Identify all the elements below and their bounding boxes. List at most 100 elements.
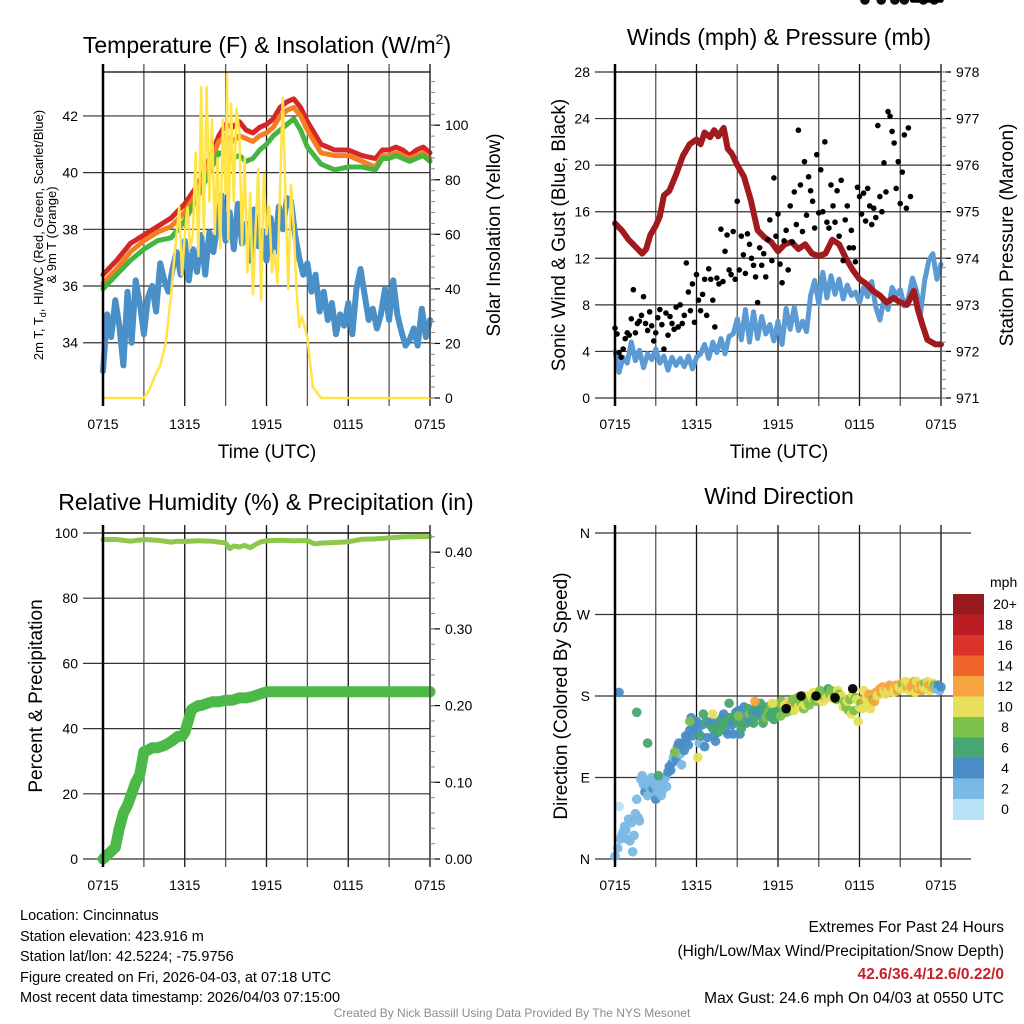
gust-point (897, 200, 904, 207)
colorbar-label: 14 (997, 658, 1013, 674)
direction-point (767, 698, 778, 709)
y2-tick-label: 973 (956, 297, 980, 313)
colorbar-label: 8 (1001, 719, 1009, 735)
direction-point (614, 801, 624, 812)
y-tick-label: S (581, 688, 590, 704)
gust-point (714, 275, 720, 281)
gust-point (685, 289, 692, 295)
x-tick-label: 0715 (925, 877, 956, 893)
x-tick-label: 0715 (414, 877, 445, 893)
gust-point (842, 217, 849, 223)
max-gust-text: Max Gust: 24.6 mph On 04/03 at 0550 UTC (704, 989, 1004, 1007)
humidity-ylabel: Percent & Precipitation (26, 599, 47, 792)
gust-point (828, 182, 834, 188)
gust-point (710, 297, 716, 304)
direction-point (860, 0, 870, 5)
direction-point (669, 747, 680, 757)
x-tick-label: 0115 (333, 416, 363, 432)
winds-panel: Winds (mph) & Pressure (mb) 0 4 8 12 16 20 24 2… (549, 0, 1018, 463)
y2-tick-label: 976 (956, 157, 980, 173)
humidity-series (97, 534, 436, 865)
gust-point (720, 278, 726, 285)
direction-point (708, 709, 718, 719)
temperature-ylabel-line1: 2m T, Td, HI/WC (Red, Green, Scarlet/Blu… (31, 110, 48, 360)
direction-point (683, 740, 694, 750)
y2-tick-label: 0.20 (445, 698, 472, 714)
gust-point (732, 276, 739, 283)
humidity-panel: Relative Humidity (%) & Precipitation (i… (26, 489, 474, 893)
y2-tick-label: 0.40 (445, 544, 472, 560)
gust-point (817, 167, 824, 173)
gust-point (693, 271, 700, 278)
gust-point (667, 313, 673, 320)
gust-point (877, 193, 883, 200)
y-tick-label: 36 (62, 278, 78, 294)
gust-point (852, 258, 859, 265)
y2-tick-label: 974 (956, 250, 980, 266)
temperature-title: Temperature (F) & Insolation (W/m2) (83, 31, 451, 58)
colorbar-label: 10 (997, 699, 1013, 715)
colorbar-swatch (953, 717, 984, 738)
x-tick-label: 0715 (414, 416, 445, 432)
y-tick-label: 40 (62, 721, 78, 737)
gust-point (677, 302, 683, 308)
direction-point (684, 716, 695, 727)
direction-point (750, 696, 760, 707)
wind-direction-ylabel: Direction (Colored By Speed) (551, 572, 572, 819)
direction-point (629, 830, 639, 841)
direction-point (627, 846, 638, 857)
gust-point (769, 257, 775, 264)
colorbar-swatch (953, 635, 984, 656)
y-tick-label: 24 (574, 111, 590, 127)
gust-point (758, 262, 765, 269)
y-tick-label: 42 (62, 108, 78, 124)
y-tick-label: 80 (62, 590, 78, 606)
direction-point (890, 0, 900, 5)
gust-point (652, 330, 659, 336)
gust-point (854, 184, 861, 191)
y2-tick-label: 972 (956, 343, 980, 359)
temperature-xlabel: Time (UTC) (218, 442, 317, 463)
gust-point (618, 354, 624, 361)
gust-point (626, 332, 633, 338)
direction-point (631, 794, 642, 805)
gust-point (748, 255, 755, 262)
x-tick-label: 1915 (762, 877, 793, 893)
gust-point (646, 309, 653, 315)
gust-point (883, 189, 889, 195)
colorbar-swatch (953, 614, 984, 636)
winds-series (612, 0, 944, 375)
winds-ylabel: Sonic Wind & Gust (Blue, Black) (549, 99, 570, 371)
gust-point (777, 261, 783, 267)
gust-point (838, 177, 844, 184)
gust-point (760, 250, 767, 257)
gust-point (866, 203, 873, 209)
insolation-y2label: Solar Insolation (Yellow) (484, 133, 505, 336)
gust-point (907, 193, 914, 200)
gust-point (734, 198, 741, 205)
humidity-x-ticks: 0715 1315 1915 0115 0715 (87, 877, 445, 893)
gust-point (744, 231, 751, 237)
created-text: Figure created on Fri, 2026-04-03, at 07… (20, 969, 332, 986)
y2-tick-label: 971 (956, 390, 980, 406)
gust-point (813, 151, 820, 158)
gust-point (781, 238, 787, 244)
y2-tick-label: 0.00 (445, 851, 472, 867)
gust-point (712, 324, 718, 330)
gust-point (850, 245, 857, 251)
direction-point (699, 741, 710, 752)
gust-point (858, 211, 865, 217)
colorbar-title: mph (990, 574, 1017, 590)
x-tick-label: 1315 (681, 877, 712, 893)
gust-point (724, 232, 730, 238)
colorbar-swatch (953, 778, 984, 800)
colorbar-label: 20+ (993, 596, 1017, 612)
gust-point (754, 299, 761, 306)
series-line-relative-humidity (100, 534, 433, 552)
gust-point (701, 276, 708, 283)
direction-point (724, 698, 734, 709)
x-tick-label: 0115 (333, 877, 363, 893)
gust-point (901, 132, 908, 138)
winds-x-ticks: 0715 1315 1915 0115 0715 (599, 416, 956, 432)
winds-title: Winds (mph) & Pressure (mb) (627, 24, 931, 50)
